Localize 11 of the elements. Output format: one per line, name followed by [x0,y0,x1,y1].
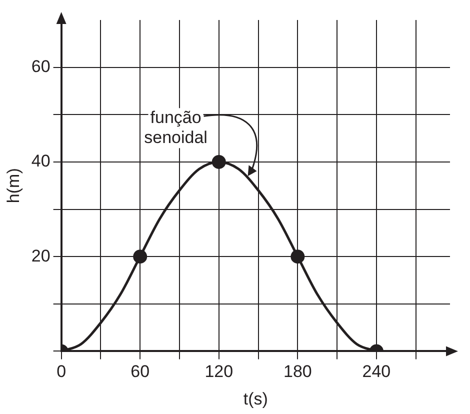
x-tick-label: 60 [130,362,150,382]
x-tick-label: 120 [204,362,234,382]
y-axis-title: h(m) [4,168,23,204]
x-tick-label: 180 [283,362,312,382]
x-tick-label: 240 [362,362,391,382]
y-tick-label: 20 [31,246,50,266]
x-axis-title: t(s) [243,389,268,408]
y-tick-label: 40 [31,152,50,171]
y-tick-label: 60 [31,57,50,76]
x-tick-label: 0 [56,362,66,382]
annotation: função senoidal [144,108,208,147]
